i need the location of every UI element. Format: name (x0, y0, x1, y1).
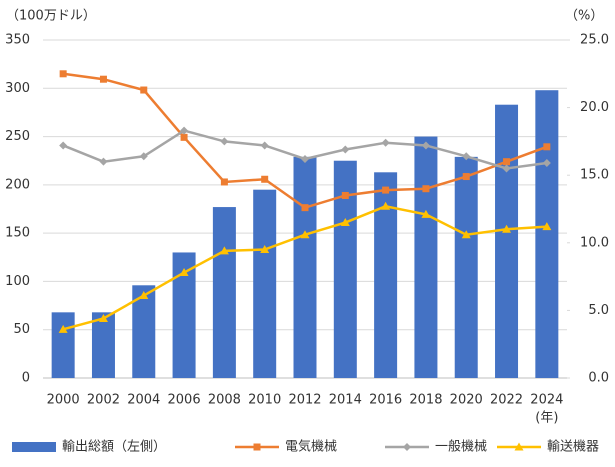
marker (340, 218, 350, 227)
x-tick-label: 2024 (530, 393, 563, 408)
marker (180, 126, 189, 135)
marker (139, 152, 148, 161)
y2-tick-label: 0.0 (588, 371, 609, 386)
y-tick-label: 200 (5, 177, 30, 192)
marker (341, 191, 349, 199)
bar (51, 312, 75, 378)
marker (503, 158, 511, 166)
marker (382, 186, 390, 194)
legend-swatch (12, 442, 56, 452)
marker (381, 201, 391, 210)
marker (301, 154, 309, 163)
marker (180, 133, 188, 141)
legend-label: 輸出総額（左側） (62, 440, 166, 455)
marker (422, 185, 430, 193)
marker (461, 230, 471, 239)
x-tick-label: 2006 (168, 393, 201, 408)
x-tick-label: 2002 (87, 393, 120, 408)
y2-axis-title: （%） (565, 9, 603, 24)
x-tick-label: 2022 (490, 393, 523, 408)
bar (535, 90, 559, 379)
marker (139, 291, 149, 300)
x-tick-label: 2018 (409, 393, 442, 408)
y-tick-label: 300 (5, 81, 30, 96)
x-unit: (年) (535, 411, 558, 426)
bar (293, 156, 317, 378)
y-tick-label: 100 (5, 274, 30, 289)
y-tick-label: 50 (13, 322, 30, 337)
bar (172, 252, 196, 378)
y2-tick-label: 20.0 (580, 100, 609, 115)
bar (333, 160, 357, 378)
bar (454, 156, 478, 378)
marker (502, 224, 512, 233)
bar (495, 104, 519, 379)
y-tick-label: 250 (5, 129, 30, 144)
bar (414, 136, 438, 378)
marker (462, 152, 471, 161)
marker (502, 164, 511, 173)
marker (341, 145, 350, 154)
marker (403, 443, 411, 451)
legend-label: 電気機械 (285, 439, 337, 455)
y-axis-title: （100万ドル） (6, 9, 96, 24)
marker (98, 314, 108, 323)
marker (542, 159, 551, 168)
marker (301, 204, 309, 212)
y-tick-label: 0 (22, 371, 30, 386)
y2-tick-label: 5.0 (588, 303, 609, 318)
legend-label: 一般機械 (435, 439, 487, 455)
marker (514, 442, 524, 451)
y-tick-label: 150 (5, 226, 30, 241)
x-tick-label: 2016 (369, 393, 402, 408)
marker (140, 86, 148, 94)
x-tick-label: 2020 (450, 393, 483, 408)
y2-tick-label: 25.0 (580, 33, 609, 48)
marker (261, 175, 269, 183)
marker (260, 245, 270, 254)
marker (99, 157, 108, 166)
marker (300, 230, 310, 239)
bar (374, 172, 398, 378)
marker (59, 70, 67, 78)
bar (253, 189, 277, 378)
marker (179, 268, 189, 277)
bar (91, 312, 115, 378)
x-tick-label: 2010 (248, 393, 281, 408)
legend-label: 輸送機器 (547, 440, 599, 455)
marker (99, 75, 107, 83)
marker (542, 222, 552, 231)
marker (58, 324, 68, 333)
bar (132, 285, 156, 378)
marker (462, 173, 470, 181)
bar (212, 207, 236, 378)
marker (59, 141, 68, 150)
marker (220, 178, 228, 186)
marker (421, 141, 430, 150)
x-tick-label: 2004 (127, 393, 160, 408)
marker (381, 138, 390, 147)
marker (260, 141, 269, 150)
y-tick-label: 350 (5, 33, 30, 48)
x-tick-label: 2014 (329, 393, 362, 408)
x-tick-label: 2000 (47, 393, 80, 408)
marker (543, 143, 551, 151)
marker (421, 209, 431, 218)
y2-tick-label: 10.0 (580, 235, 609, 250)
y2-tick-label: 15.0 (580, 168, 609, 183)
marker (220, 137, 229, 146)
x-tick-label: 2012 (288, 393, 321, 408)
marker (219, 246, 229, 255)
x-tick-label: 2008 (208, 393, 241, 408)
marker (253, 443, 261, 451)
